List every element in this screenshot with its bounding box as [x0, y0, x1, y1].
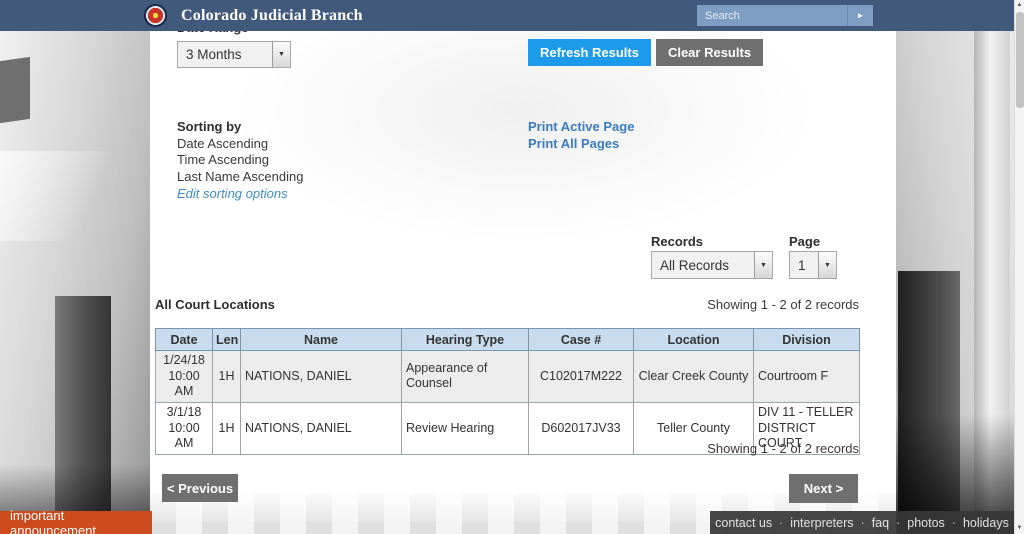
- column-header-location: Location: [633, 328, 754, 351]
- background-dome-watermark: [150, 31, 896, 534]
- cell-division: Courtroom F: [753, 350, 860, 403]
- dot-separator: ·: [896, 515, 901, 530]
- footer-link-photos[interactable]: photos: [907, 515, 945, 530]
- scrollbar-thumb[interactable]: [1016, 12, 1024, 108]
- cell-date: 3/1/18 10:00 AM: [155, 401, 213, 455]
- important-announcement-banner[interactable]: important announcement: [0, 507, 152, 534]
- scrollbar[interactable]: ▲ ▼: [1014, 0, 1024, 534]
- dot-separator: ·: [951, 515, 956, 530]
- search-submit-button[interactable]: ►: [847, 5, 873, 26]
- sorting-criterion-time: Time Ascending: [177, 152, 270, 167]
- colorado-judicial-seal-icon: [144, 4, 167, 27]
- footer-link-faq[interactable]: faq: [871, 515, 890, 530]
- background-beam: [0, 56, 30, 124]
- background-photo-right: [896, 31, 1014, 534]
- cell-date-value: 1/24/18: [163, 353, 205, 367]
- header-bar: Colorado Judicial Branch ►: [0, 0, 1014, 31]
- showing-records-bottom: Showing 1 - 2 of 2 records: [707, 441, 859, 456]
- cell-location: Teller County: [633, 401, 754, 455]
- page-label: Page: [789, 234, 821, 249]
- footer-link-contact-us[interactable]: contact us: [715, 515, 773, 530]
- sorting-heading: Sorting by: [177, 119, 242, 134]
- date-range-select[interactable]: 3 Months ▼: [177, 41, 291, 68]
- cell-division: DIV 11 - TELLER DISTRICT COURT: [753, 401, 860, 455]
- background-photo-left: [0, 31, 150, 534]
- cell-name: NATIONS, DANIEL: [240, 350, 402, 403]
- footer-links-bar: contact us · interpreters · faq · photos…: [710, 511, 1014, 534]
- footer-link-holidays[interactable]: holidays: [962, 515, 1009, 530]
- dot-separator: ·: [779, 515, 784, 530]
- date-range-value: 3 Months: [186, 47, 242, 62]
- cell-location: Clear Creek County: [633, 350, 754, 403]
- cell-name: NATIONS, DANIEL: [240, 401, 402, 455]
- refresh-results-button[interactable]: Refresh Results: [528, 39, 651, 66]
- sorting-criterion-date: Date Ascending: [177, 136, 269, 151]
- background-light: [0, 151, 150, 241]
- records-value: All Records: [660, 257, 730, 273]
- scroll-up-icon[interactable]: ▲: [1015, 0, 1024, 11]
- cell-time-value: 10:00 AM: [168, 368, 200, 399]
- cell-case-number: D602017JV33: [528, 401, 634, 455]
- court-locations-heading: All Court Locations: [155, 297, 275, 312]
- column-header-division: Division: [753, 328, 860, 351]
- print-all-pages-link[interactable]: Print All Pages: [528, 136, 620, 151]
- cell-hearing-type: Review Hearing: [401, 401, 529, 455]
- column-header-case-number: Case #: [528, 328, 634, 351]
- edit-sorting-options-link[interactable]: Edit sorting options: [177, 186, 288, 201]
- chevron-down-icon: ▼: [272, 42, 290, 67]
- chevron-down-icon: ▼: [818, 252, 836, 278]
- records-label: Records: [651, 234, 704, 249]
- table-row: 1/24/18 10:00 AM 1H NATIONS, DANIEL Appe…: [155, 350, 860, 403]
- column-header-hearing-type: Hearing Type: [401, 328, 529, 351]
- column-header-len: Len: [212, 328, 241, 351]
- print-active-page-link[interactable]: Print Active Page: [528, 119, 635, 134]
- content-panel: [150, 31, 896, 534]
- dot-separator: ·: [860, 515, 865, 530]
- table-header-row: Date Len Name Hearing Type Case # Locati…: [155, 328, 860, 351]
- scroll-down-icon[interactable]: ▼: [1015, 523, 1024, 534]
- search-input[interactable]: [697, 5, 847, 26]
- search-box: ►: [697, 5, 873, 26]
- page-select[interactable]: 1 ▼: [789, 251, 837, 279]
- column-header-date: Date: [155, 328, 213, 351]
- site-title: Colorado Judicial Branch: [181, 7, 363, 24]
- next-button[interactable]: Next >: [789, 474, 858, 503]
- page-value: 1: [798, 257, 806, 273]
- cell-date-value: 3/1/18: [166, 404, 202, 419]
- chevron-down-icon: ▼: [754, 252, 772, 278]
- cell-date: 1/24/18 10:00 AM: [155, 350, 213, 403]
- announcement-label: important announcement: [10, 507, 97, 534]
- sorting-criterion-lastname: Last Name Ascending: [177, 169, 304, 184]
- arrow-right-icon: ►: [856, 11, 865, 20]
- cell-time-value: 10:00 AM: [168, 420, 200, 451]
- footer-link-interpreters[interactable]: interpreters: [790, 515, 854, 530]
- cell-len: 1H: [212, 350, 241, 403]
- table-row: 3/1/18 10:00 AM 1H NATIONS, DANIEL Revie…: [155, 401, 860, 455]
- clear-results-button[interactable]: Clear Results: [656, 39, 763, 66]
- cell-case-number: C102017M222: [528, 350, 634, 403]
- results-table: Date Len Name Hearing Type Case # Locati…: [155, 328, 860, 455]
- previous-button[interactable]: < Previous: [162, 474, 238, 502]
- showing-records-top: Showing 1 - 2 of 2 records: [707, 297, 859, 312]
- cell-hearing-type: Appearance of Counsel: [401, 350, 529, 403]
- records-select[interactable]: All Records ▼: [651, 251, 773, 279]
- column-header-name: Name: [240, 328, 402, 351]
- cell-len: 1H: [212, 401, 241, 455]
